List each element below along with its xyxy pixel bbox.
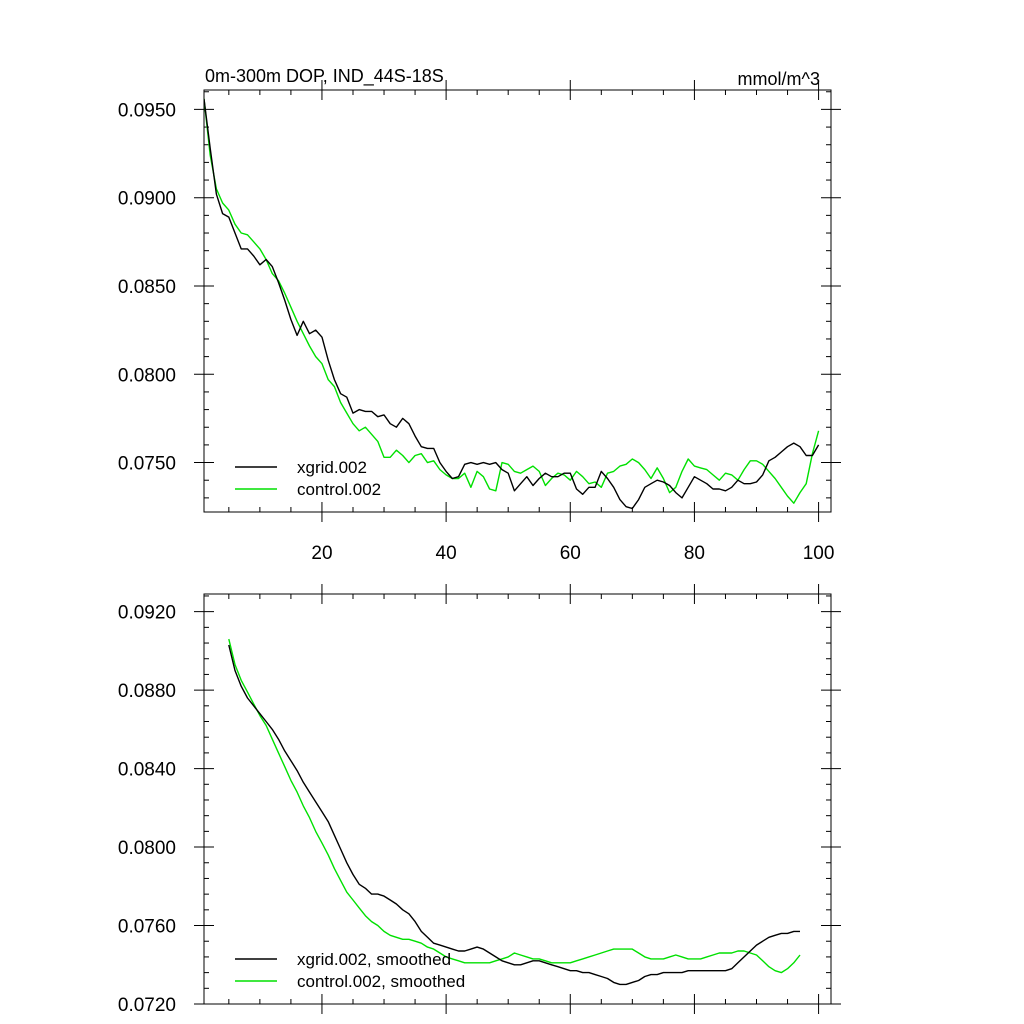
y-tick-label: 0.0920	[118, 603, 176, 624]
y-tick-label: 0.0950	[118, 100, 176, 121]
y-tick-label: 0.0900	[118, 189, 176, 210]
legend-label: control.002	[297, 480, 381, 499]
top-panel: 20 40 60 80 100 0.0750 0.0800 0.0850 0.0900 0.095…	[118, 80, 841, 564]
legend-label: xgrid.002, smoothed	[297, 950, 451, 969]
legend-label: control.002, smoothed	[297, 972, 465, 991]
y-tick-label: 0.0850	[118, 277, 176, 298]
y-tick-label: 0.0720	[118, 995, 176, 1016]
plot-frame	[203, 89, 832, 513]
y-tick-label: 0.0800	[118, 365, 176, 386]
x-tick-label: 80	[684, 543, 705, 564]
x-tick-label: 60	[560, 543, 581, 564]
series-line	[228, 644, 800, 986]
x-tick-label: 100	[803, 543, 835, 564]
y-tick-label: 0.0760	[118, 917, 176, 938]
series-line	[204, 98, 820, 504]
chart-title: 0m-300m DOP, IND_44S-18S	[205, 66, 444, 87]
series-line	[228, 638, 801, 974]
bottom-panel: 0.0720 0.0760 0.0800 0.0840 0.0880 0.0920 xgri…	[118, 584, 841, 1016]
units-label: mmol/m^3	[738, 69, 820, 89]
y-tick-label: 0.0750	[118, 454, 176, 475]
x-tick-label: 20	[311, 543, 332, 564]
y-tick-label: 0.0880	[118, 681, 176, 702]
plot-frame	[203, 593, 832, 1005]
series-line	[204, 98, 820, 510]
legend-label: xgrid.002	[297, 458, 367, 477]
x-tick-label: 40	[436, 543, 457, 564]
y-tick-label: 0.0840	[118, 760, 176, 781]
y-tick-label: 0.0800	[118, 838, 176, 859]
